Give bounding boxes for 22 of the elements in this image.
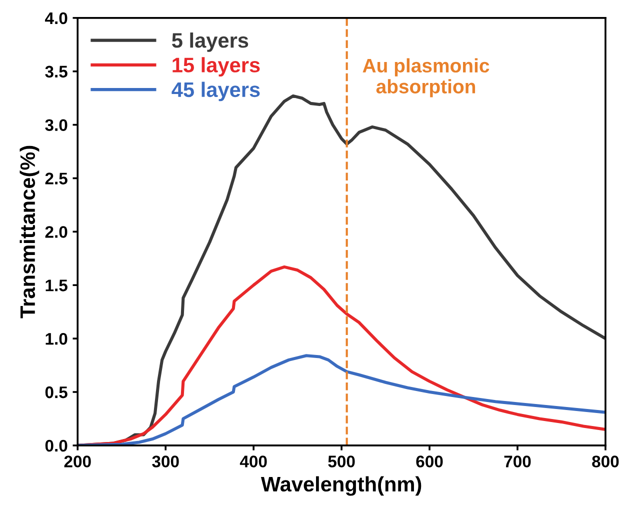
y-tick-label: 0.5 — [45, 386, 68, 398]
y-tick-label: 3.5 — [45, 66, 68, 78]
legend-label: 15 layers — [172, 57, 260, 77]
y-tick-label: 2.0 — [45, 226, 68, 238]
y-tick-label: 3.0 — [45, 119, 68, 132]
x-tick-label: 700 — [504, 456, 531, 468]
x-axis-title: Wavelength(nm) — [260, 476, 422, 496]
x-tick-label: 400 — [240, 456, 267, 468]
x-tick-label: 500 — [328, 456, 355, 468]
y-tick-label: 2.5 — [45, 172, 68, 184]
annotation: Au plasmonic absorption — [362, 58, 490, 98]
legend-label: 45 layers — [172, 82, 260, 102]
x-tick-label: 200 — [64, 456, 91, 468]
x-tick-label: 300 — [152, 456, 179, 468]
y-tick-label: 1.5 — [46, 280, 68, 292]
y-tick-label: 1.0 — [46, 332, 68, 345]
legend-label: 5 layers — [172, 32, 248, 52]
y-tick-label: 4.0 — [44, 12, 68, 24]
x-tick-label: 600 — [416, 456, 443, 468]
y-tick-label: 0.0 — [45, 440, 68, 452]
y-axis-title: Transmittance(%) — [20, 146, 40, 318]
x-tick-label: 800 — [592, 456, 619, 468]
